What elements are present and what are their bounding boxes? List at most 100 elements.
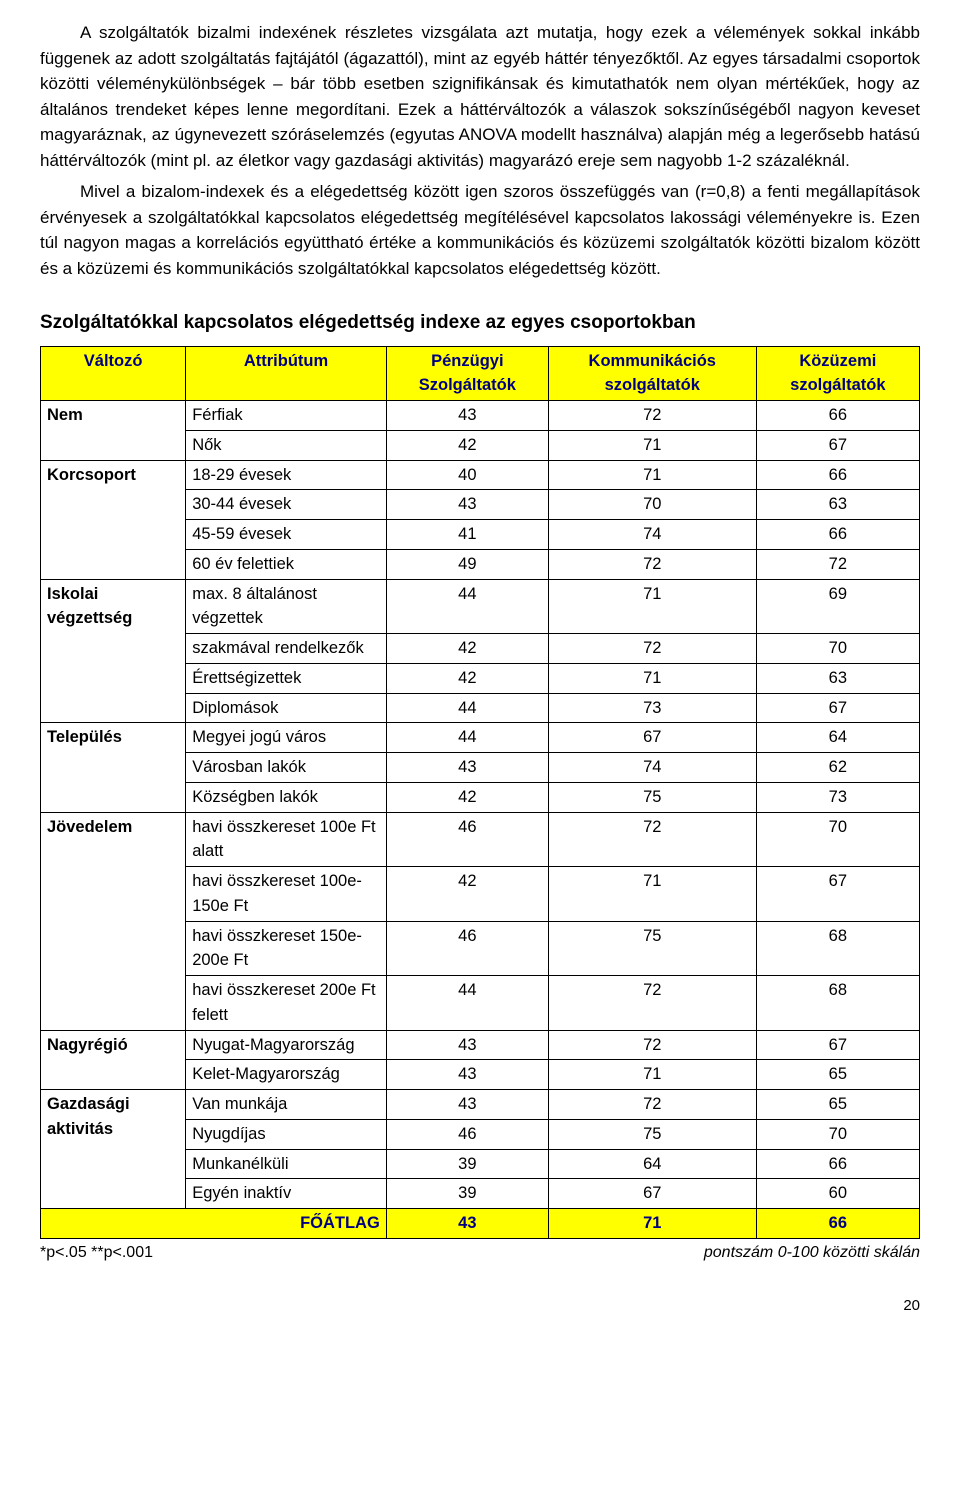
table-footer-row: FŐÁTLAG437166 xyxy=(41,1209,920,1239)
value-cell: 60 xyxy=(756,1179,919,1209)
value-cell: 71 xyxy=(548,460,756,490)
value-cell: 39 xyxy=(386,1179,548,1209)
value-cell: 72 xyxy=(548,401,756,431)
value-cell: 69 xyxy=(756,579,919,634)
value-cell: 66 xyxy=(756,520,919,550)
value-cell: 72 xyxy=(756,549,919,579)
attribute-cell: Kelet-Magyarország xyxy=(186,1060,387,1090)
value-cell: 66 xyxy=(756,401,919,431)
value-cell: 43 xyxy=(386,490,548,520)
value-cell: 71 xyxy=(548,663,756,693)
table-row: Gazdasági aktivitásVan munkája437265 xyxy=(41,1090,920,1120)
variable-cell: Település xyxy=(41,723,186,812)
value-cell: 42 xyxy=(386,663,548,693)
value-cell: 43 xyxy=(386,1030,548,1060)
value-cell: 43 xyxy=(386,1090,548,1120)
footnote-scale: pontszám 0-100 közötti skálán xyxy=(704,1241,920,1265)
value-cell: 67 xyxy=(548,723,756,753)
variable-cell: Iskolai végzettség xyxy=(41,579,186,723)
variable-cell: Jövedelem xyxy=(41,812,186,1030)
attribute-cell: Megyei jogú város xyxy=(186,723,387,753)
value-cell: 70 xyxy=(548,490,756,520)
value-cell: 74 xyxy=(548,520,756,550)
attribute-cell: havi összkereset 100e Ft alatt xyxy=(186,812,387,867)
value-cell: 43 xyxy=(386,1060,548,1090)
attribute-cell: havi összkereset 200e Ft felett xyxy=(186,976,387,1031)
attribute-cell: Van munkája xyxy=(186,1090,387,1120)
value-cell: 62 xyxy=(756,753,919,783)
value-cell: 66 xyxy=(756,460,919,490)
table-row: TelepülésMegyei jogú város446764 xyxy=(41,723,920,753)
value-cell: 75 xyxy=(548,782,756,812)
col-header-variable: Változó xyxy=(41,346,186,401)
attribute-cell: max. 8 általánost végzettek xyxy=(186,579,387,634)
value-cell: 67 xyxy=(756,430,919,460)
value-cell: 74 xyxy=(548,753,756,783)
attribute-cell: 18-29 évesek xyxy=(186,460,387,490)
body-paragraph-2: Mivel a bizalom-indexek és a elégedettsé… xyxy=(40,179,920,281)
value-cell: 75 xyxy=(548,1119,756,1149)
value-cell: 63 xyxy=(756,663,919,693)
footer-value-cell: 66 xyxy=(756,1209,919,1239)
attribute-cell: szakmával rendelkezők xyxy=(186,634,387,664)
table-footnote: *p<.05 **p<.001 pontszám 0-100 közötti s… xyxy=(40,1241,920,1265)
attribute-cell: Városban lakók xyxy=(186,753,387,783)
value-cell: 42 xyxy=(386,782,548,812)
value-cell: 41 xyxy=(386,520,548,550)
value-cell: 72 xyxy=(548,549,756,579)
value-cell: 44 xyxy=(386,976,548,1031)
table-row: Korcsoport18-29 évesek407166 xyxy=(41,460,920,490)
value-cell: 49 xyxy=(386,549,548,579)
table-row: NagyrégióNyugat-Magyarország437267 xyxy=(41,1030,920,1060)
value-cell: 46 xyxy=(386,812,548,867)
value-cell: 44 xyxy=(386,723,548,753)
value-cell: 65 xyxy=(756,1090,919,1120)
footer-value-cell: 43 xyxy=(386,1209,548,1239)
value-cell: 40 xyxy=(386,460,548,490)
value-cell: 73 xyxy=(548,693,756,723)
footer-label-cell: FŐÁTLAG xyxy=(41,1209,387,1239)
page-number: 20 xyxy=(40,1295,920,1318)
attribute-cell: 45-59 évesek xyxy=(186,520,387,550)
value-cell: 44 xyxy=(386,579,548,634)
value-cell: 46 xyxy=(386,921,548,976)
body-paragraph-1: A szolgáltatók bizalmi indexének részlet… xyxy=(40,20,920,173)
value-cell: 42 xyxy=(386,634,548,664)
table-row: Iskolai végzettségmax. 8 általánost végz… xyxy=(41,579,920,634)
value-cell: 72 xyxy=(548,634,756,664)
attribute-cell: havi összkereset 100e-150e Ft xyxy=(186,867,387,922)
col-header-utility: Közüzemi szolgáltatók xyxy=(756,346,919,401)
value-cell: 71 xyxy=(548,867,756,922)
attribute-cell: Nők xyxy=(186,430,387,460)
variable-cell: Gazdasági aktivitás xyxy=(41,1090,186,1209)
value-cell: 75 xyxy=(548,921,756,976)
value-cell: 70 xyxy=(756,812,919,867)
value-cell: 71 xyxy=(548,579,756,634)
value-cell: 72 xyxy=(548,812,756,867)
table-header-row: Változó Attribútum Pénzügyi Szolgáltatók… xyxy=(41,346,920,401)
value-cell: 72 xyxy=(548,1030,756,1060)
variable-cell: Korcsoport xyxy=(41,460,186,579)
variable-cell: Nem xyxy=(41,401,186,461)
value-cell: 44 xyxy=(386,693,548,723)
value-cell: 72 xyxy=(548,976,756,1031)
attribute-cell: 60 év felettiek xyxy=(186,549,387,579)
value-cell: 46 xyxy=(386,1119,548,1149)
attribute-cell: Nyugat-Magyarország xyxy=(186,1030,387,1060)
value-cell: 67 xyxy=(756,693,919,723)
satisfaction-index-table: Változó Attribútum Pénzügyi Szolgáltatók… xyxy=(40,346,920,1239)
attribute-cell: Munkanélküli xyxy=(186,1149,387,1179)
value-cell: 42 xyxy=(386,867,548,922)
value-cell: 67 xyxy=(756,867,919,922)
table-row: NemFérfiak437266 xyxy=(41,401,920,431)
variable-cell: Nagyrégió xyxy=(41,1030,186,1090)
attribute-cell: Nyugdíjas xyxy=(186,1119,387,1149)
value-cell: 70 xyxy=(756,634,919,664)
value-cell: 64 xyxy=(756,723,919,753)
footnote-significance: *p<.05 **p<.001 xyxy=(40,1241,153,1265)
value-cell: 72 xyxy=(548,1090,756,1120)
value-cell: 66 xyxy=(756,1149,919,1179)
attribute-cell: Érettségizettek xyxy=(186,663,387,693)
attribute-cell: Községben lakók xyxy=(186,782,387,812)
table-row: Jövedelemhavi összkereset 100e Ft alatt4… xyxy=(41,812,920,867)
